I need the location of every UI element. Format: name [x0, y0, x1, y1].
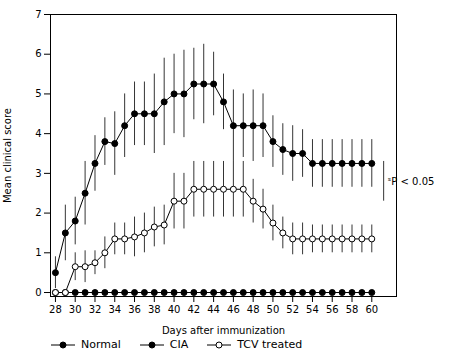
svg-text:ˢP < 0.05: ˢP < 0.05: [388, 176, 435, 187]
svg-text:48: 48: [247, 304, 260, 315]
svg-text:50: 50: [267, 304, 280, 315]
html-text:TCV treated: TCV treated: [237, 338, 303, 351]
svg-text:3: 3: [35, 168, 41, 179]
svg-text:32: 32: [89, 304, 102, 315]
svg-text:5: 5: [35, 88, 41, 99]
svg-text:58: 58: [346, 304, 359, 315]
svg-text:40: 40: [168, 304, 181, 315]
svg-text:36: 36: [128, 304, 141, 315]
html-text:CIA: CIA: [169, 338, 189, 351]
html-text:Normal: Normal: [81, 338, 121, 351]
svg-text:44: 44: [207, 304, 220, 315]
svg-text:7: 7: [35, 9, 41, 20]
svg-text:38: 38: [148, 304, 161, 315]
svg-text:4: 4: [35, 128, 41, 139]
svg-text:0: 0: [35, 287, 41, 298]
svg-text:34: 34: [108, 304, 121, 315]
svg-text:46: 46: [227, 304, 240, 315]
svg-text:52: 52: [286, 304, 299, 315]
svg-text:Mean clinical score: Mean clinical score: [2, 108, 13, 203]
svg-text:42: 42: [187, 304, 200, 315]
svg-text:56: 56: [326, 304, 339, 315]
svg-text:28: 28: [49, 304, 62, 315]
svg-text:60: 60: [365, 304, 378, 315]
svg-text:2: 2: [35, 207, 41, 218]
svg-text:30: 30: [69, 304, 82, 315]
svg-text:1: 1: [35, 247, 41, 258]
svg-text:54: 54: [306, 304, 319, 315]
svg-text:6: 6: [35, 48, 41, 59]
svg-text:Days after immunization: Days after immunization: [162, 325, 285, 336]
